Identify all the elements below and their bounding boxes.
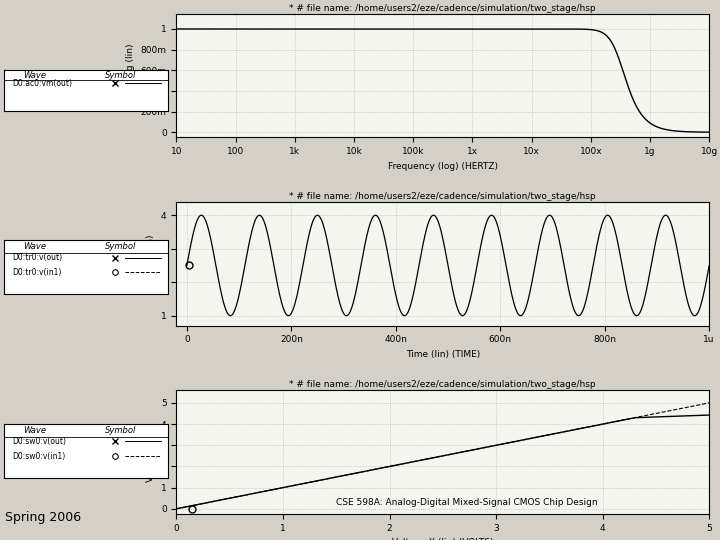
Text: D0:sw0:v(out): D0:sw0:v(out) (12, 437, 66, 445)
Title: * # file name: /home/users2/eze/cadence/simulation/two_stage/hsp: * # file name: /home/users2/eze/cadence/… (289, 380, 596, 389)
Y-axis label: Voltages (lin): Voltages (lin) (146, 422, 156, 482)
Text: D0:tr0:v(out): D0:tr0:v(out) (12, 253, 62, 262)
X-axis label: Time (lin) (TIME): Time (lin) (TIME) (405, 350, 480, 359)
Text: Symbol: Symbol (105, 426, 137, 435)
Text: Wave: Wave (23, 71, 46, 79)
Text: D0:ac0:vm(out): D0:ac0:vm(out) (12, 79, 72, 87)
Text: D0:tr0:v(in1): D0:tr0:v(in1) (12, 268, 61, 277)
Text: CSE 598A: Analog-Digital Mixed-Signal CMOS Chip Design: CSE 598A: Analog-Digital Mixed-Signal CM… (336, 498, 598, 507)
Y-axis label: Voltages (lin): Voltages (lin) (146, 234, 156, 294)
Text: Spring 2006: Spring 2006 (5, 511, 81, 524)
Text: D0:sw0:v(in1): D0:sw0:v(in1) (12, 451, 65, 461)
Text: Wave: Wave (23, 242, 46, 251)
X-axis label: Voltage X (lin) (VOLTS): Voltage X (lin) (VOLTS) (392, 538, 494, 540)
Text: Symbol: Symbol (105, 242, 137, 251)
Text: Symbol: Symbol (105, 71, 137, 79)
Title: * # file name: /home/users2/eze/cadence/simulation/two_stage/hsp: * # file name: /home/users2/eze/cadence/… (289, 4, 596, 13)
X-axis label: Frequency (log) (HERTZ): Frequency (log) (HERTZ) (388, 161, 498, 171)
Text: Wave: Wave (23, 426, 46, 435)
Title: * # file name: /home/users2/eze/cadence/simulation/two_stage/hsp: * # file name: /home/users2/eze/cadence/… (289, 192, 596, 201)
Y-axis label: Volts Mag (lin): Volts Mag (lin) (126, 43, 135, 107)
